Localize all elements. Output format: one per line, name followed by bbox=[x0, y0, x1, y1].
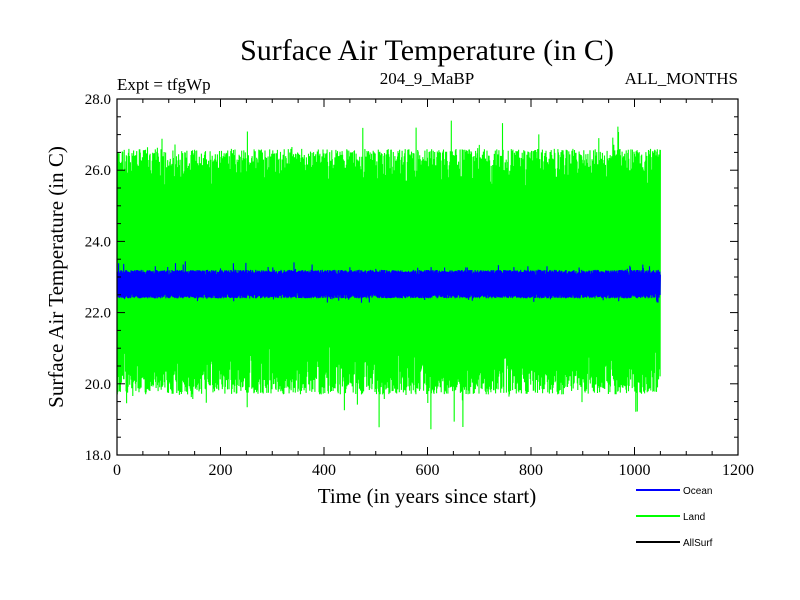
ticks-layer: 0 200 400 600 800 1000 1200 18.0 20.0 22.0 24.0 26.… bbox=[85, 92, 754, 479]
x-tick-label: 200 bbox=[209, 462, 233, 479]
x-tick-label: 0 bbox=[113, 462, 121, 479]
series-line-land bbox=[117, 120, 661, 430]
legend-label-allsurf: AllSurf bbox=[683, 538, 713, 549]
x-tick-label: 1200 bbox=[722, 462, 754, 479]
plot-area: 0 200 400 600 800 1000 1200 18.0 20.0 22.0 24.0 26.… bbox=[85, 92, 754, 479]
legend-label-land: Land bbox=[683, 512, 705, 523]
chart-title: Surface Air Temperature (in C) bbox=[240, 34, 614, 67]
legend: Ocean Land AllSurf bbox=[636, 486, 713, 549]
y-tick-label: 28.0 bbox=[85, 92, 111, 108]
chart-subtitle-period: 204_9_MaBP bbox=[380, 69, 474, 88]
y-tick-label: 22.0 bbox=[85, 306, 111, 322]
y-tick-label: 20.0 bbox=[85, 377, 111, 393]
chart-subtitle-months: ALL_MONTHS bbox=[625, 69, 738, 88]
legend-label-ocean: Ocean bbox=[683, 486, 712, 497]
y-tick-label: 26.0 bbox=[85, 163, 111, 179]
chart-subtitle-experiment: Expt = tfgWp bbox=[117, 75, 211, 94]
y-tick-label: 18.0 bbox=[85, 448, 111, 464]
x-axis-label: Time (in years since start) bbox=[318, 484, 537, 508]
series-layer bbox=[117, 120, 661, 430]
x-tick-label: 1000 bbox=[619, 462, 651, 479]
x-tick-label: 600 bbox=[416, 462, 440, 479]
series-line-ocean bbox=[117, 261, 661, 303]
y-axis-label: Surface Air Temperature (in C) bbox=[44, 146, 68, 408]
y-tick-label: 24.0 bbox=[85, 234, 111, 250]
x-tick-label: 400 bbox=[312, 462, 336, 479]
x-tick-label: 800 bbox=[519, 462, 543, 479]
